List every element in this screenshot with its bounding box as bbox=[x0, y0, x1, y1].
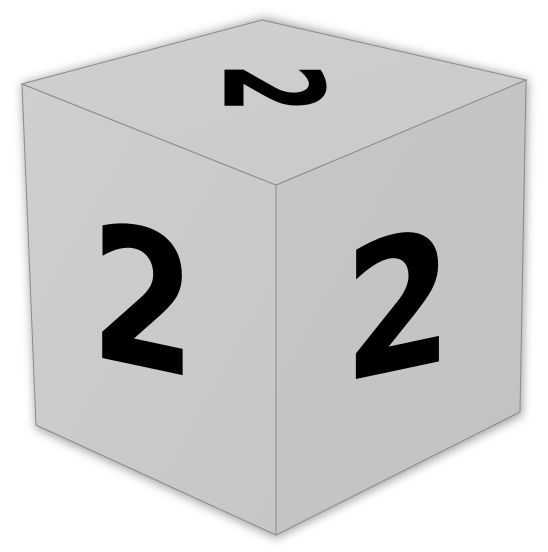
left-face-digit: 2 bbox=[90, 179, 196, 423]
right-face-digit: 2 bbox=[343, 186, 452, 425]
top-face-digit: 2 bbox=[192, 64, 353, 111]
